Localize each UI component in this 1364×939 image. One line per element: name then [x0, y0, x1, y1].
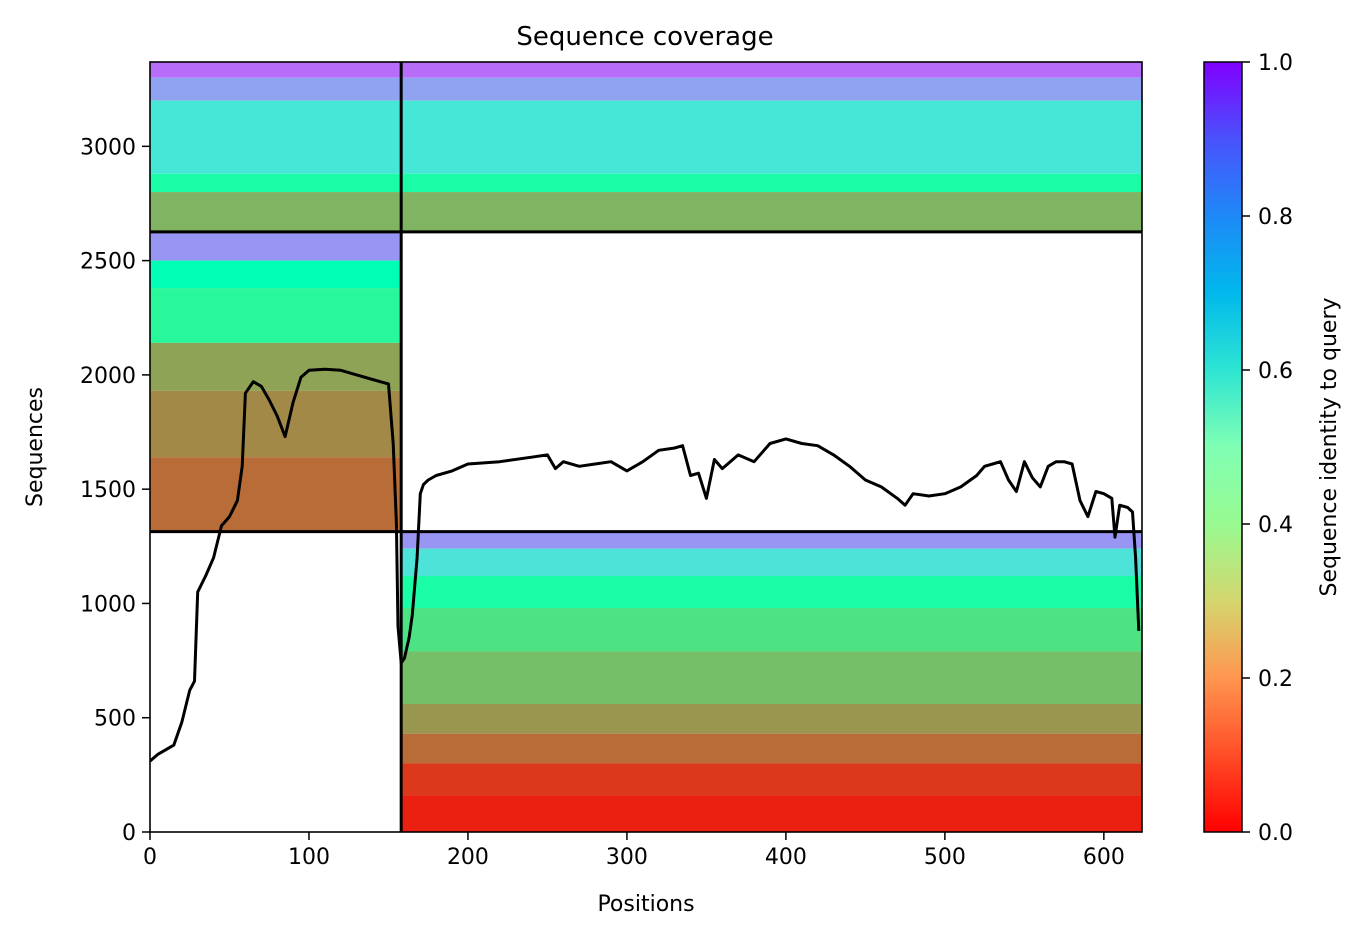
heatmap-block-3-band-5 — [150, 192, 1142, 232]
block-boundaries — [150, 62, 1142, 832]
heatmap-block-1-band-1 — [150, 231, 402, 261]
colorbar — [1203, 61, 1243, 833]
heatmap-block-2-band-4 — [401, 608, 1142, 652]
heatmap-block-3-band-1 — [150, 62, 1142, 78]
x-tick-label-5: 500 — [924, 845, 966, 870]
x-axis: 0 100 200 300 400 500 600 — [143, 832, 1125, 870]
y-tick-label-5: 2500 — [80, 250, 136, 275]
heatmap-block-2-band-1 — [401, 531, 1142, 549]
heatmap-block-2-band-9 — [401, 795, 1142, 832]
x-tick-label-2: 200 — [447, 845, 489, 870]
colorbar-tick-label-5: 1.0 — [1258, 51, 1293, 76]
chart-title: Sequence coverage — [516, 22, 773, 52]
x-tick-label-6: 600 — [1083, 845, 1125, 870]
colorbar-tick-label-1: 0.2 — [1258, 667, 1293, 692]
coverage-heatmap — [150, 62, 1142, 832]
y-axis: 0 500 1000 1500 2000 2500 3000 — [80, 135, 150, 846]
y-tick-label-3: 1500 — [80, 478, 136, 503]
coverage-line-layer — [150, 367, 1141, 763]
heatmap-block-3-band-4 — [150, 173, 1142, 193]
y-axis-label: Sequences — [23, 387, 48, 507]
heatmap-block-3-band-3 — [150, 100, 1142, 174]
colorbar-tick-label-0: 0.0 — [1258, 821, 1293, 846]
y-tick-label-6: 3000 — [80, 135, 136, 160]
x-axis-label: Positions — [597, 892, 694, 917]
heatmap-block-2-band-3 — [401, 576, 1142, 609]
y-tick-label-0: 0 — [122, 821, 136, 846]
heatmap-block-1-band-5 — [150, 390, 402, 458]
heatmap-block-1-band-6 — [150, 457, 402, 532]
y-tick-label-2: 1000 — [80, 592, 136, 617]
heatmap-block-2-band-6 — [401, 704, 1142, 734]
colorbar-tick-label-3: 0.6 — [1258, 359, 1293, 384]
heatmap-block-1-band-3 — [150, 288, 402, 343]
heatmap-block-1-band-4 — [150, 342, 402, 391]
coverage-line — [150, 367, 1141, 763]
x-tick-label-1: 100 — [288, 845, 330, 870]
y-tick-label-4: 2000 — [80, 364, 136, 389]
heatmap-block-3-band-2 — [150, 77, 1142, 101]
colorbar-axis: 0.0 0.2 0.4 0.6 0.8 1.0 — [1242, 51, 1293, 846]
plot-frame — [149, 61, 1143, 833]
colorbar-label: Sequence identity to query — [1317, 297, 1342, 596]
heatmap-block-2-band-2 — [401, 548, 1142, 577]
y-tick-label-1: 500 — [94, 707, 136, 732]
x-tick-label-3: 300 — [606, 845, 648, 870]
heatmap-block-1-band-2 — [150, 260, 402, 289]
x-tick-label-4: 400 — [765, 845, 807, 870]
colorbar-tick-label-2: 0.4 — [1258, 513, 1293, 538]
x-tick-label-0: 0 — [143, 845, 157, 870]
heatmap-block-2-band-5 — [401, 651, 1142, 705]
heatmap-block-2-band-8 — [401, 763, 1142, 796]
colorbar-tick-label-4: 0.8 — [1258, 205, 1293, 230]
heatmap-block-2-band-7 — [401, 733, 1142, 764]
